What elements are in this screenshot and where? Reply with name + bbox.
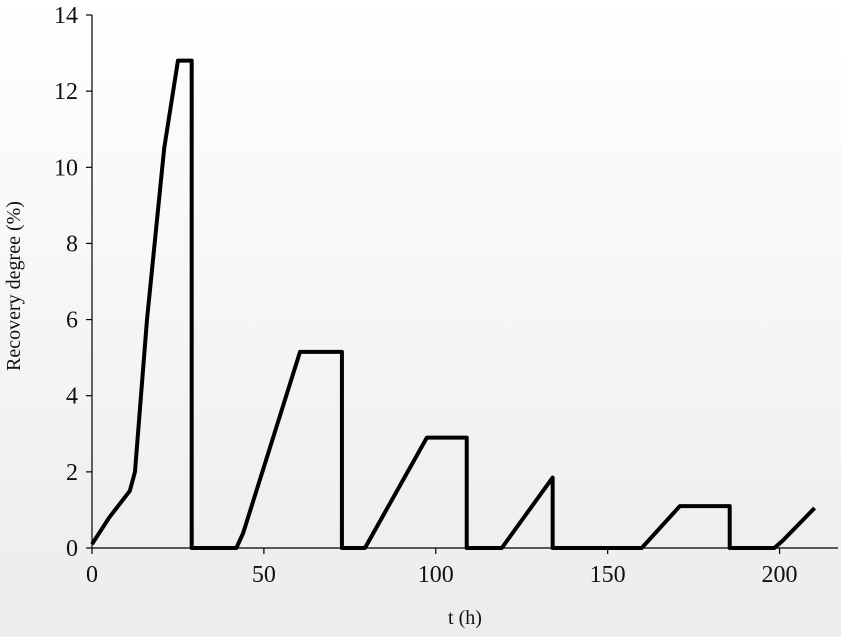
- data-line: [90, 58, 817, 550]
- y-tick-label: 8: [66, 231, 78, 257]
- y-tick-label: 4: [66, 384, 78, 410]
- y-tick-label: 14: [54, 3, 78, 29]
- x-axis-label: t (h): [448, 607, 482, 629]
- y-tick-label: 0: [66, 536, 78, 562]
- y-tick-label: 6: [66, 308, 78, 334]
- y-tick-label: 10: [54, 155, 78, 181]
- y-axis-label: Recovery degree (%): [3, 201, 25, 371]
- x-tick-label: 200: [762, 562, 798, 588]
- x-tick-label: 50: [252, 562, 276, 588]
- y-tick-label: 2: [66, 460, 78, 486]
- x-tick-label: 0: [86, 562, 98, 588]
- x-tick-label: 100: [418, 562, 454, 588]
- y-tick-label: 12: [54, 79, 78, 105]
- x-tick-label: 150: [590, 562, 626, 588]
